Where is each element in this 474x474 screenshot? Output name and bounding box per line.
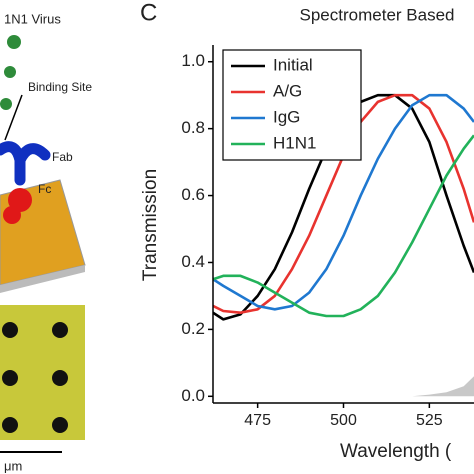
antibody bbox=[0, 141, 51, 186]
holes bbox=[2, 322, 68, 433]
x-tick-label: 500 bbox=[330, 412, 357, 429]
y-tick-label: 1.0 bbox=[181, 51, 205, 70]
binding-label: Binding Site bbox=[28, 80, 92, 94]
legend-label: A/G bbox=[273, 81, 302, 100]
y-tick-label: 0.4 bbox=[181, 252, 205, 271]
y-axis-label: Transmission bbox=[140, 169, 161, 281]
illustration: 1N1 Virus Binding Site Fab Fc μm bbox=[0, 11, 92, 473]
y-tick-label: 0.8 bbox=[181, 118, 205, 137]
virus bbox=[0, 98, 12, 110]
chart-title: Spectrometer Based bbox=[300, 5, 455, 24]
y-tick-label: 0.0 bbox=[181, 386, 205, 405]
y-tick-label: 0.2 bbox=[181, 319, 205, 338]
fc-label: Fc bbox=[38, 182, 51, 196]
legend-label: H1N1 bbox=[273, 133, 316, 152]
protein bbox=[8, 188, 32, 212]
legend-label: Initial bbox=[273, 55, 313, 74]
fill-area bbox=[213, 376, 474, 397]
fab-label: Fab bbox=[52, 150, 73, 164]
x-tick-label: 475 bbox=[244, 412, 271, 429]
series-line bbox=[213, 93, 474, 311]
pointer bbox=[4, 94, 23, 141]
virus bbox=[7, 35, 21, 49]
virus-label: 1N1 Virus bbox=[4, 11, 61, 26]
series-line bbox=[213, 134, 474, 318]
panel-label: C bbox=[140, 0, 157, 26]
legend-label: IgG bbox=[273, 107, 300, 126]
legend-box bbox=[222, 49, 362, 161]
scale-label: μm bbox=[4, 458, 22, 473]
protein bbox=[3, 206, 21, 224]
virus bbox=[4, 66, 16, 78]
x-tick-label: 525 bbox=[416, 412, 443, 429]
x-axis-label: Wavelength ( bbox=[340, 441, 452, 462]
y-tick-label: 0.6 bbox=[181, 185, 205, 204]
plate-edge bbox=[0, 265, 85, 293]
